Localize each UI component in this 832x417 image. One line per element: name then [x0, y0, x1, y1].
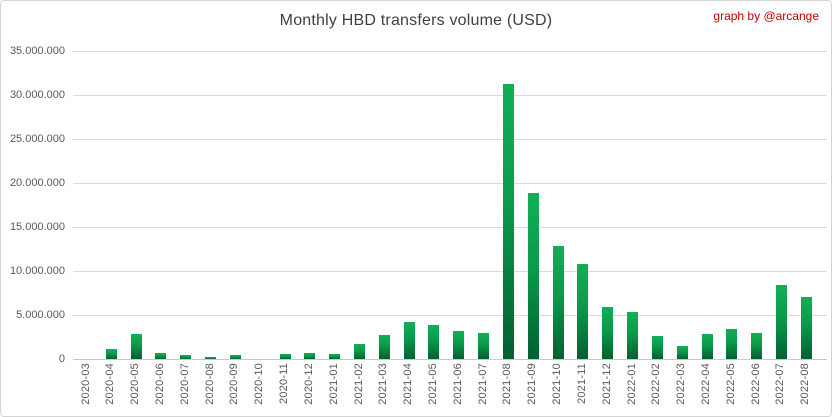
y-tick-label: 30.000.000	[9, 88, 65, 101]
x-tick-label: 2022-08	[799, 363, 812, 405]
x-tick-label: 2022-03	[675, 363, 688, 405]
bar-2022-03	[676, 345, 688, 359]
gridline	[73, 314, 827, 316]
bar-2021-10	[552, 246, 564, 359]
bar-2020-05	[130, 334, 142, 359]
bar-2022-05	[726, 329, 738, 359]
chart-credit: graph by @arcange	[713, 9, 819, 23]
bar-2022-06	[751, 333, 763, 359]
y-tick-label: 0	[58, 352, 65, 365]
x-tick-label: 2021-11	[575, 363, 588, 404]
bar-2022-02	[651, 335, 663, 359]
bar-2022-08	[800, 296, 812, 359]
x-tick-label: 2022-07	[774, 363, 787, 405]
x-tick-label: 2020-11	[278, 363, 291, 404]
y-tick-label: 5.000.000	[16, 308, 65, 321]
bar-2021-09	[527, 192, 539, 359]
y-tick-label: 15.000.000	[9, 220, 65, 233]
x-tick-label: 2020-04	[104, 363, 117, 405]
x-tick-label: 2021-05	[426, 363, 439, 405]
bar-2021-02	[354, 344, 366, 359]
x-tick-label: 2022-06	[749, 363, 762, 405]
bar-2022-07	[775, 285, 787, 359]
bar-2020-06	[155, 353, 167, 359]
x-tick-label: 2021-09	[526, 363, 539, 405]
x-tick-label: 2022-02	[650, 363, 663, 405]
x-tick-label: 2020-10	[253, 363, 266, 405]
x-tick-label: 2020-03	[79, 363, 92, 405]
x-tick-label: 2020-06	[153, 363, 166, 405]
x-tick-label: 2022-04	[700, 363, 712, 405]
x-tick-label: 2021-12	[600, 363, 613, 405]
x-tick-label: 2021-07	[476, 363, 489, 405]
bar-2021-01	[329, 353, 341, 359]
x-tick-label: 2020-08	[203, 363, 216, 405]
bar-2021-08	[502, 84, 514, 359]
bar-2020-08	[205, 357, 217, 359]
bar-2020-07	[180, 355, 192, 359]
bar-2021-11	[577, 264, 589, 359]
bar-2021-12	[602, 306, 614, 359]
bar-2021-05	[428, 325, 440, 359]
gridline	[73, 182, 827, 184]
bar-2021-06	[453, 331, 465, 359]
bar-2021-04	[403, 321, 415, 359]
x-tick-label: 2021-02	[352, 363, 365, 405]
bar-2020-12	[304, 353, 316, 359]
bar-2022-04	[701, 333, 713, 359]
x-tick-label: 2021-04	[402, 363, 415, 405]
gridline	[73, 226, 827, 228]
gridline	[73, 50, 827, 52]
chart-title: Monthly HBD transfers volume (USD)	[279, 12, 553, 29]
gridline	[73, 94, 827, 96]
gridline	[73, 270, 827, 272]
x-tick-label: 2020-09	[228, 363, 241, 405]
bar-2020-04	[105, 349, 117, 359]
x-tick-label: 2021-08	[501, 363, 514, 405]
plot-area: 0 5.000.000 10.000.000 15.000.000 20.000.000…	[10, 45, 827, 405]
y-tick-label: 10.000.000	[9, 264, 65, 277]
y-tick-label: 25.000.000	[9, 132, 65, 145]
y-tick-label: 35.000.000	[9, 44, 65, 57]
gridline	[73, 138, 827, 140]
x-tick-label: 2020-07	[178, 363, 191, 405]
bar-2021-07	[478, 333, 490, 359]
bar-2021-03	[378, 335, 390, 359]
x-tick-label: 2020-12	[302, 363, 315, 405]
x-tick-label: 2022-01	[625, 363, 638, 405]
bar-2022-01	[627, 312, 639, 359]
x-axis-line	[73, 358, 827, 360]
x-tick-label: 2021-10	[551, 363, 564, 405]
x-tick-label: 2020-05	[129, 363, 142, 405]
y-tick-label: 20.000.000	[9, 176, 65, 189]
x-tick-label: 2021-06	[451, 363, 464, 405]
bar-2020-09	[229, 355, 241, 359]
x-tick-label: 2021-03	[377, 363, 390, 405]
x-tick-label: 2021-01	[327, 363, 340, 405]
x-tick-label: 2022-05	[724, 363, 737, 405]
bar-2020-11	[279, 354, 291, 359]
